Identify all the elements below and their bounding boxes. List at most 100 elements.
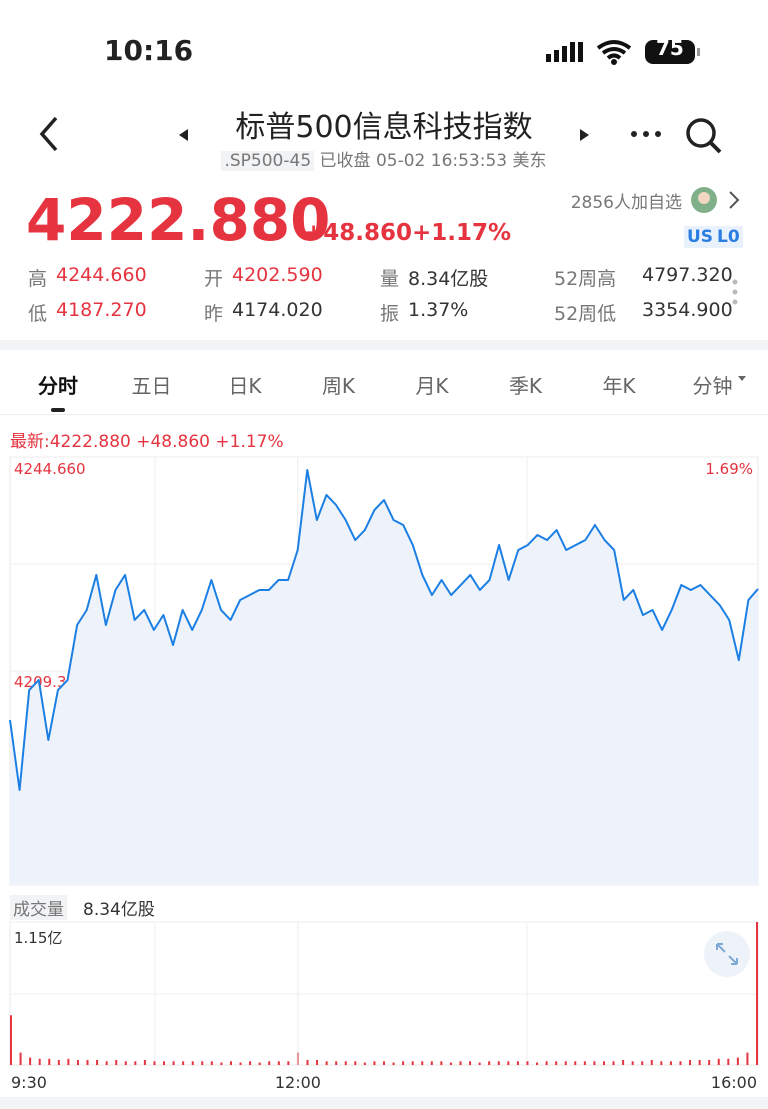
next-button[interactable] — [578, 127, 592, 143]
stat-label: 开 — [204, 268, 224, 290]
battery-level: 75 — [656, 36, 684, 60]
volume-bar — [48, 1058, 51, 1065]
stat-value: 4174.020 — [232, 299, 323, 321]
volume-bar — [249, 1061, 252, 1065]
tab[interactable]: 分钟 — [692, 374, 733, 398]
volume-bar — [220, 1062, 223, 1065]
volume-bar — [19, 1052, 22, 1065]
badge: L0 — [714, 226, 743, 248]
tab[interactable]: 日K — [228, 374, 262, 398]
market-status: 已收盘 — [319, 151, 371, 171]
volume-bar — [229, 1061, 232, 1065]
tab[interactable]: 月K — [415, 374, 449, 398]
stat-label: 52周高 — [554, 268, 617, 290]
volume-bar — [746, 1052, 749, 1065]
prev-button[interactable] — [176, 127, 190, 143]
volume-bar — [459, 1061, 462, 1065]
volume-bar — [555, 1061, 558, 1065]
volume-bar — [631, 1061, 634, 1065]
search-button[interactable] — [684, 116, 724, 156]
stat-label: 振 — [380, 303, 400, 325]
volume-bar — [67, 1058, 70, 1065]
volume-bar — [526, 1061, 529, 1065]
volume-bar — [612, 1061, 615, 1065]
volume-bar — [488, 1061, 491, 1065]
footer-band — [0, 1097, 768, 1109]
volume-bar — [96, 1060, 99, 1065]
area-fill — [10, 470, 758, 885]
watchers[interactable]: 2856人加自选 — [570, 193, 682, 213]
status-icons — [546, 40, 700, 65]
volume-total: 8.34亿股 — [83, 900, 155, 920]
volume-bar — [277, 1061, 280, 1065]
stat-label: 高 — [28, 268, 48, 290]
stat-value: 4202.590 — [232, 264, 323, 286]
tab[interactable]: 周K — [321, 374, 356, 398]
volume-bar — [593, 1061, 596, 1065]
volume-bar — [421, 1061, 424, 1065]
volume-bar — [727, 1058, 730, 1065]
stat-value: 8.34亿股 — [408, 268, 489, 290]
volume-bar — [583, 1061, 586, 1065]
volume-bar — [10, 1015, 12, 1065]
stat-value: 4797.320 — [642, 264, 733, 286]
price-line — [9, 469, 759, 791]
volume-bar — [86, 1060, 89, 1065]
change: +48.860 — [304, 220, 413, 246]
volume-bar — [354, 1061, 357, 1065]
volume-bar — [679, 1061, 682, 1065]
more-button[interactable] — [628, 122, 668, 146]
volume-bar — [660, 1061, 663, 1065]
tab[interactable]: 季K — [508, 374, 543, 398]
price: 4222.880 — [26, 186, 331, 254]
volume-bar — [564, 1061, 567, 1065]
stat-label: 量 — [380, 268, 400, 290]
x-tick-label: 9:30 — [11, 1073, 47, 1092]
stat-label: 低 — [28, 303, 48, 325]
stat-label: 52周低 — [554, 303, 617, 325]
volume-bar — [622, 1060, 625, 1065]
dropdown-arrow — [738, 376, 746, 381]
back-button[interactable] — [30, 112, 70, 156]
volume-bar — [641, 1061, 644, 1065]
volume-bar — [736, 1057, 739, 1065]
volume-bar — [507, 1061, 510, 1065]
volume-bar — [717, 1058, 720, 1065]
tab[interactable]: 五日 — [131, 374, 172, 398]
tab[interactable]: 分时 — [38, 374, 78, 398]
title: 标普500信息科技指数 — [235, 110, 533, 145]
volume-bar — [411, 1061, 414, 1065]
x-tick-label: 16:00 — [711, 1073, 757, 1092]
volume-bar — [698, 1060, 701, 1065]
tab[interactable]: 年K — [602, 374, 636, 398]
volume-bar — [478, 1062, 481, 1065]
separator — [0, 340, 768, 350]
volume-bar — [708, 1060, 711, 1065]
volume-bar — [469, 1061, 472, 1065]
volume-bar — [29, 1057, 32, 1065]
volume-bar — [344, 1061, 347, 1065]
expand-button[interactable] — [703, 930, 751, 978]
volume-bar — [402, 1061, 405, 1065]
volume-bar — [163, 1061, 166, 1065]
stats-more[interactable] — [730, 278, 740, 308]
change-percent: +1.17% — [412, 220, 512, 246]
volume-bar — [38, 1058, 41, 1065]
volume-bar — [134, 1061, 137, 1065]
stat-value: 1.37% — [408, 299, 469, 321]
volume-bar — [182, 1061, 185, 1065]
volume-bar — [430, 1061, 433, 1065]
code: .SP500-45 — [221, 151, 315, 171]
volume-bar — [545, 1061, 548, 1065]
volume-bar — [440, 1061, 443, 1065]
avatar[interactable] — [688, 184, 750, 216]
stat-value: 4244.660 — [56, 264, 147, 286]
volume-bar — [689, 1060, 692, 1065]
y-tick-label: 4244.660 — [14, 460, 86, 478]
clock: 10:16 — [104, 34, 194, 67]
latest-label: 最新:4222.880 +48.860 +1.17% — [10, 432, 284, 452]
volume-bar — [268, 1061, 271, 1065]
volume-bar — [602, 1061, 605, 1065]
volume-bar — [756, 922, 758, 1065]
